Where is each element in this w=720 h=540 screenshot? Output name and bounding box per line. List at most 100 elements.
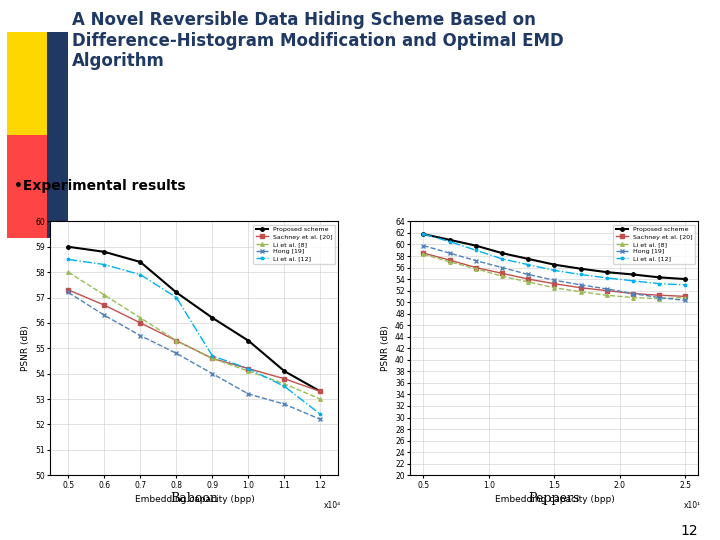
Li et al. [8] [498,273,506,279]
Li et al. [8] [419,251,428,258]
Li et al. [12] [524,261,533,268]
Proposed scheme [64,244,73,250]
Text: x10¹: x10¹ [684,501,701,510]
Sachney et al. [20] [576,285,585,291]
Y-axis label: PSNR (dB): PSNR (dB) [21,326,30,371]
Li et al. [12] [446,238,454,245]
Li et al. [12] [576,271,585,278]
Proposed scheme [524,255,533,262]
Y-axis label: PSNR (dB): PSNR (dB) [381,326,390,371]
Proposed scheme [603,269,611,275]
Line: Li et al. [8]: Li et al. [8] [67,271,322,401]
Li et al. [8] [472,266,480,272]
Line: Hong [19]: Hong [19] [67,291,322,421]
Li et al. [12] [603,275,611,281]
Li et al. [8] [316,396,325,402]
Li et al. [12] [498,255,506,262]
Proposed scheme [446,237,454,243]
Sachney et al. [20] [136,320,145,326]
Proposed scheme [136,259,145,265]
Line: Proposed scheme: Proposed scheme [67,245,322,393]
Li et al. [8] [136,315,145,321]
Li et al. [8] [603,292,611,299]
Proposed scheme [100,248,109,255]
Li et al. [8] [576,288,585,295]
Sachney et al. [20] [208,355,217,362]
Proposed scheme [681,276,690,282]
Proposed scheme [472,242,480,249]
Proposed scheme [172,289,181,296]
Li et al. [12] [681,282,690,288]
Sachney et al. [20] [172,338,181,344]
Line: Hong [19]: Hong [19] [422,244,687,302]
Sachney et al. [20] [64,287,73,293]
Hong [19] [136,333,145,339]
Li et al. [8] [550,285,559,291]
Li et al. [8] [681,294,690,301]
Text: x10⁴: x10⁴ [324,501,341,510]
Hong [19] [280,401,289,407]
Sachney et al. [20] [603,287,611,294]
Hong [19] [498,264,506,271]
Li et al. [12] [244,366,253,372]
Hong [19] [244,391,253,397]
Text: •Experimental results: •Experimental results [14,179,186,193]
Hong [19] [629,291,637,297]
Li et al. [12] [208,353,217,359]
Li et al. [12] [419,231,428,238]
Hong [19] [654,294,663,301]
Hong [19] [64,289,73,296]
Li et al. [12] [172,294,181,301]
Hong [19] [172,350,181,356]
Hong [19] [603,286,611,292]
Hong [19] [472,258,480,264]
Sachney et al. [20] [100,302,109,308]
Li et al. [12] [654,280,663,287]
Proposed scheme [244,338,253,344]
Sachney et al. [20] [629,291,637,297]
Li et al. [8] [654,295,663,302]
Hong [19] [100,312,109,319]
Line: Sachney et al. [20]: Sachney et al. [20] [422,252,687,298]
Sachney et al. [20] [681,293,690,300]
Text: Baboon: Baboon [171,492,218,505]
Li et al. [8] [629,294,637,301]
Sachney et al. [20] [280,375,289,382]
Hong [19] [576,282,585,288]
Hong [19] [681,297,690,303]
Li et al. [12] [64,256,73,263]
Sachney et al. [20] [524,276,533,282]
Proposed scheme [419,231,428,238]
Li et al. [12] [280,383,289,390]
Li et al. [12] [100,261,109,268]
Text: 12: 12 [681,524,698,538]
Hong [19] [316,416,325,423]
Legend: Proposed scheme, Sachney et al. [20], Li et al. [8], Hong [19], Li et al. [12]: Proposed scheme, Sachney et al. [20], Li… [613,225,696,264]
Sachney et al. [20] [550,280,559,287]
Proposed scheme [629,271,637,278]
Li et al. [12] [136,272,145,278]
Hong [19] [208,370,217,377]
Proposed scheme [280,368,289,374]
Proposed scheme [498,250,506,256]
Sachney et al. [20] [446,257,454,264]
Sachney et al. [20] [244,366,253,372]
Proposed scheme [654,274,663,281]
Line: Sachney et al. [20]: Sachney et al. [20] [67,288,322,393]
X-axis label: Embedding capacity (bpp): Embedding capacity (bpp) [495,495,614,504]
Hong [19] [550,277,559,284]
Li et al. [12] [550,267,559,274]
Li et al. [8] [446,259,454,265]
X-axis label: Embedding capacity (bpp): Embedding capacity (bpp) [135,495,254,504]
Li et al. [12] [629,278,637,284]
Sachney et al. [20] [654,292,663,299]
Li et al. [8] [172,338,181,344]
Li et al. [12] [472,247,480,253]
Proposed scheme [208,315,217,321]
Proposed scheme [550,261,559,268]
Li et al. [8] [208,355,217,362]
Legend: Proposed scheme, Sachney et al. [20], Li et al. [8], Hong [19], Li et al. [12]: Proposed scheme, Sachney et al. [20], Li… [253,225,336,264]
Sachney et al. [20] [316,388,325,395]
Sachney et al. [20] [419,250,428,256]
Line: Li et al. [8]: Li et al. [8] [422,253,687,300]
